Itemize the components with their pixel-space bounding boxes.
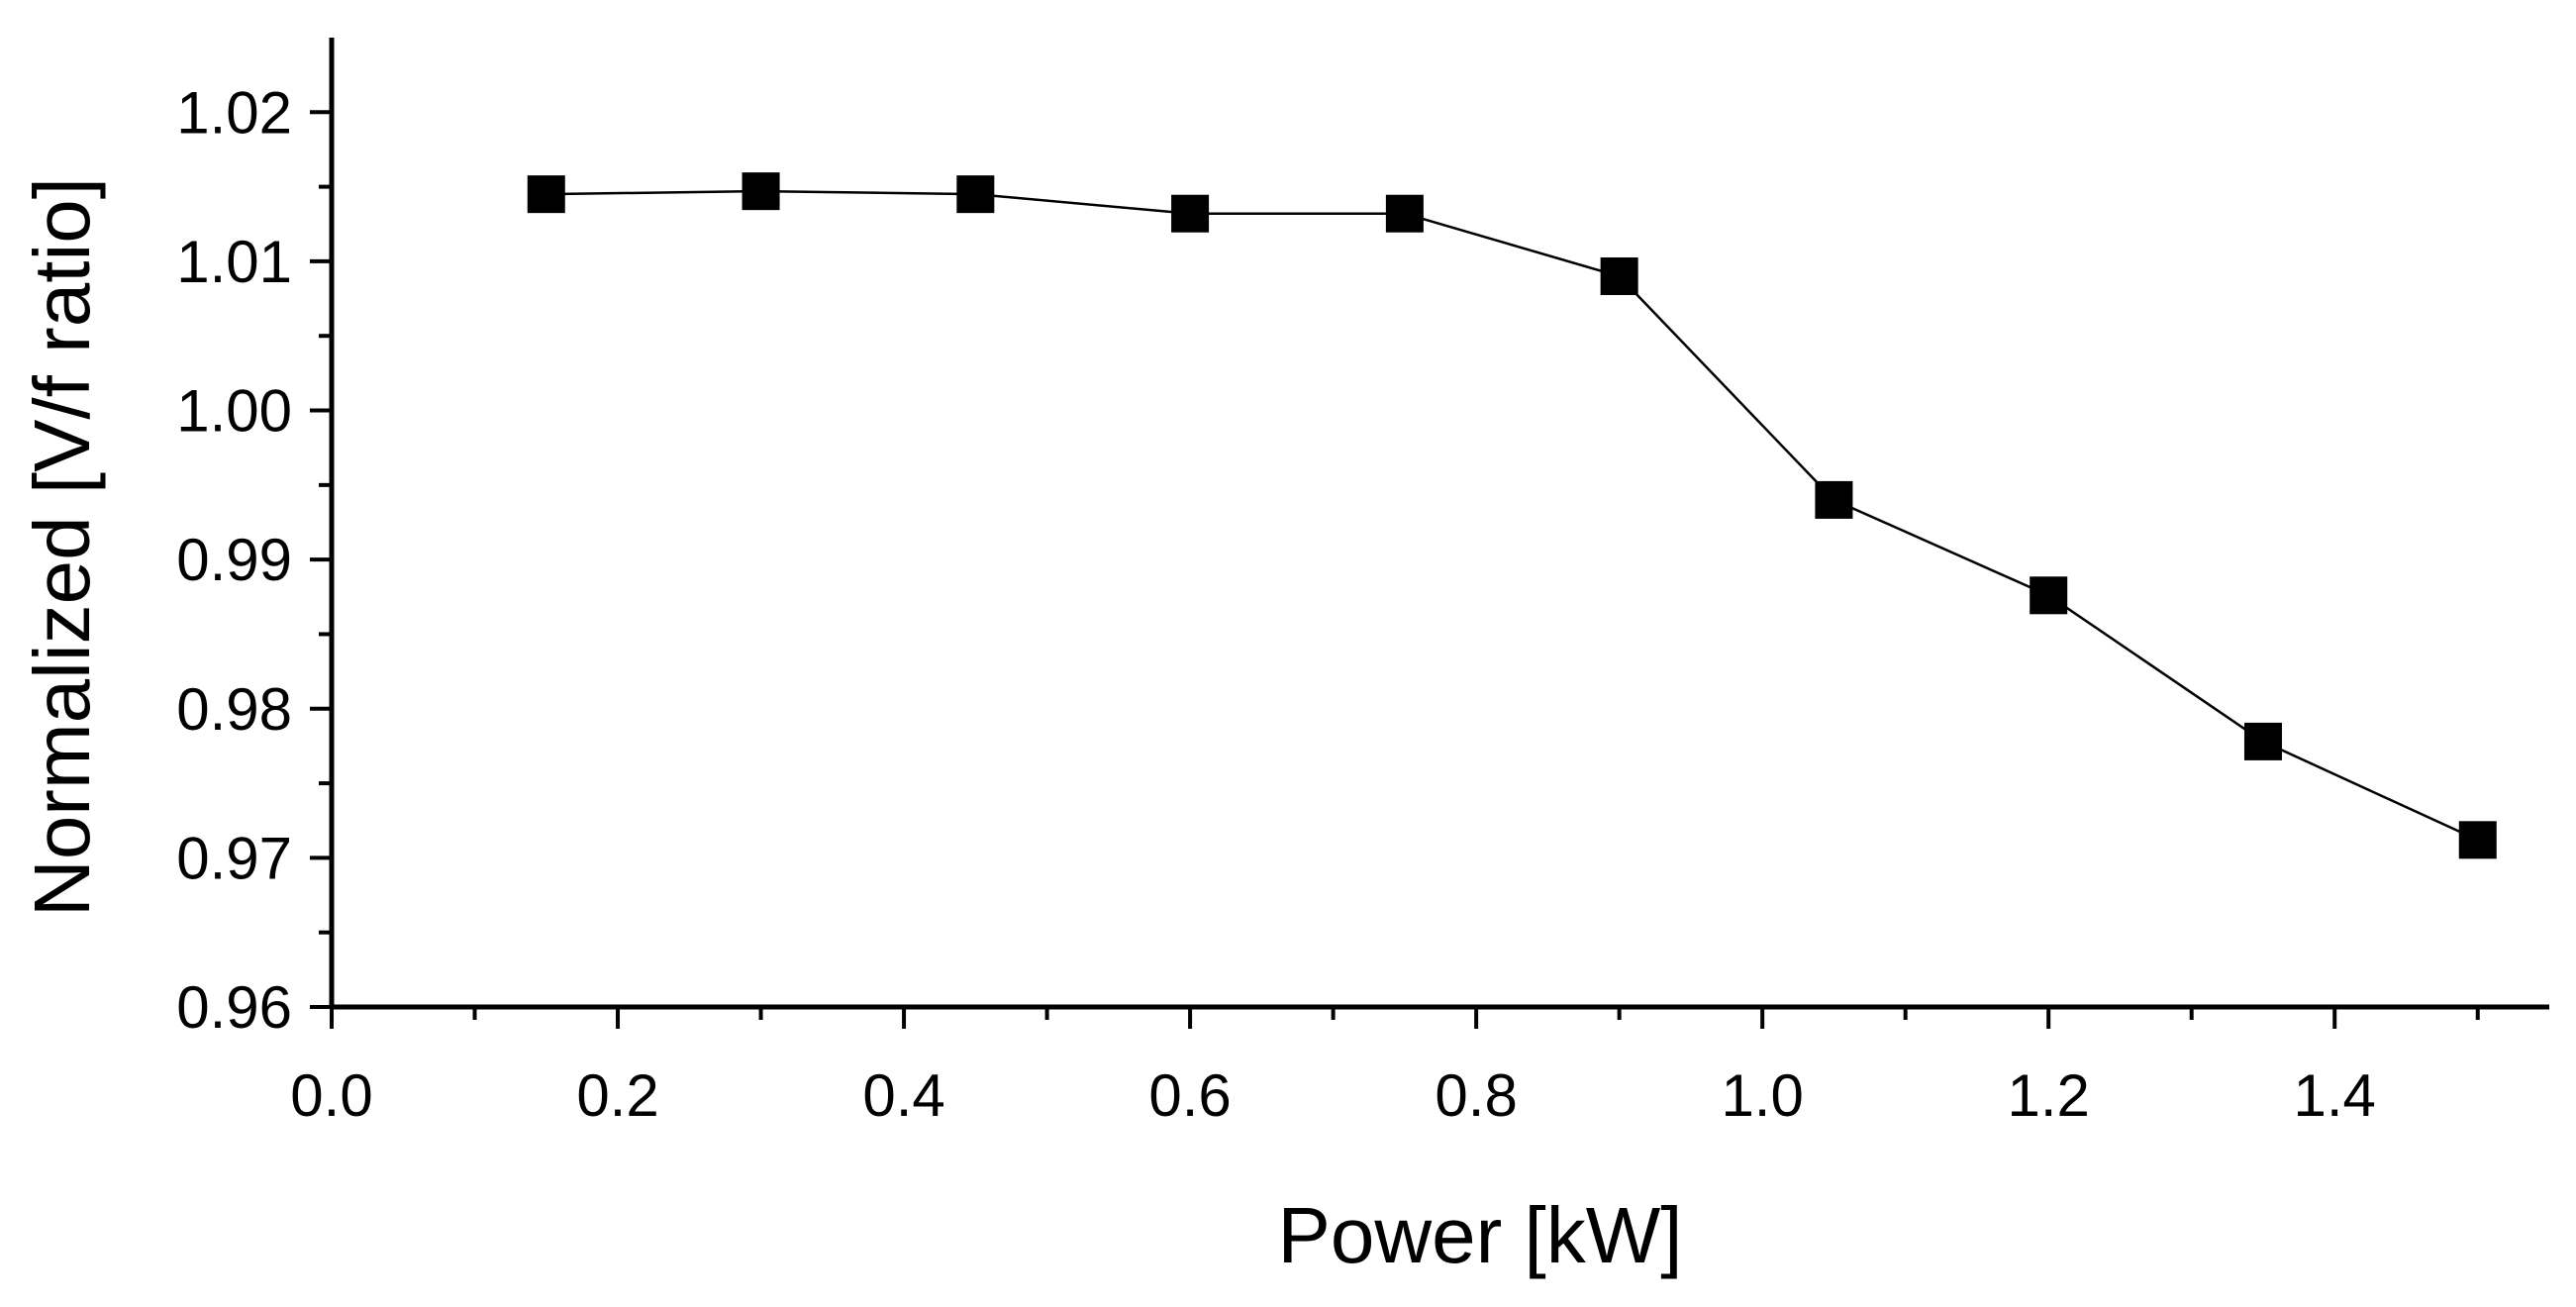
series [527,172,2497,859]
ticks [310,110,2480,1029]
axes [329,38,2549,1010]
x-tick-label: 1.0 [1721,1062,1803,1129]
data-point [742,172,780,211]
data-point [2458,821,2497,859]
y-tick-label: 0.98 [176,676,292,743]
data-point [956,175,995,214]
x-tick-label: 0.2 [576,1062,658,1129]
x-tick-label: 0.6 [1148,1062,1231,1129]
y-tick-label: 1.00 [176,378,292,445]
data-point [2030,576,2068,615]
data-point [1815,480,1853,519]
x-tick-label: 1.4 [2294,1062,2376,1129]
x-tick-label: 0.4 [862,1062,944,1129]
data-point [1385,194,1424,233]
y-tick-label: 1.02 [176,79,292,146]
data-point [527,175,565,214]
data-point [1171,194,1210,233]
x-tick-label: 0.8 [1435,1062,1517,1129]
x-tick-label: 1.2 [2007,1062,2089,1129]
data-point [2243,722,2282,760]
x-tick-label: 0.0 [290,1062,372,1129]
y-axis-title: Normalized [V/f ratio] [18,177,106,917]
y-tick-label: 0.96 [176,974,292,1041]
y-tick-label: 0.99 [176,527,292,593]
y-tick-label: 1.01 [176,229,292,295]
data-point [1600,256,1638,295]
tick-labels: 0.0 0.2 0.4 0.6 0.8 1.0 1.2 1.4 0.96 0.97 0.98 0.99… [176,79,2376,1129]
series-line [545,189,2479,842]
y-tick-label: 0.97 [176,825,292,891]
x-axis-title: Power [kW] [1278,1191,1683,1279]
